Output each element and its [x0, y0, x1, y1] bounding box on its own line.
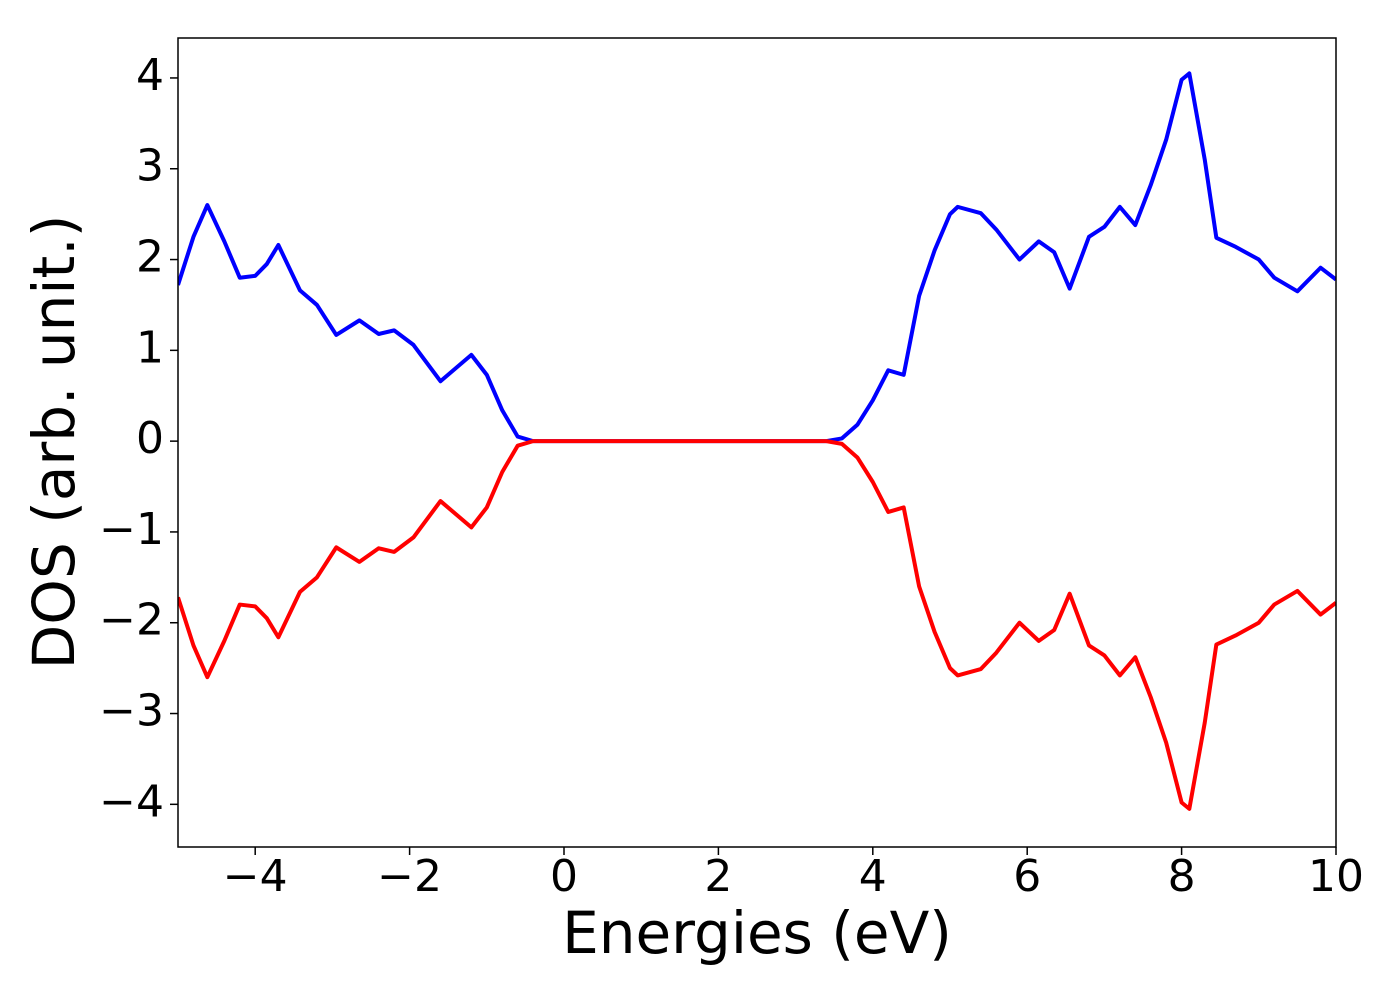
x-tick-label: 6 [1013, 851, 1041, 902]
y-axis-label: DOS (arb. unit.) [20, 215, 88, 670]
y-tick-label: −1 [99, 504, 164, 555]
y-tick-label: 2 [136, 232, 164, 283]
y-tick-label: 3 [136, 141, 164, 192]
line-series [178, 71, 1336, 444]
y-tick-label: −4 [99, 776, 164, 827]
x-tick-label: 8 [1168, 851, 1196, 902]
y-tick-label: 0 [136, 413, 164, 464]
x-tick-label: 4 [859, 851, 887, 902]
y-tick-label: −3 [99, 686, 164, 737]
y-tick-label: −2 [99, 595, 164, 646]
x-tick-label: 10 [1308, 851, 1364, 902]
x-tick-label: −4 [223, 851, 288, 902]
plot-frame [177, 37, 1337, 848]
x-axis-label: Energies (eV) [562, 899, 952, 967]
x-tick-label: 0 [550, 851, 578, 902]
line-series [178, 439, 1336, 811]
x-tick-label: 2 [704, 851, 732, 902]
x-tick-label: −2 [377, 851, 442, 902]
y-tick-label: 4 [136, 50, 164, 101]
y-tick-label: 1 [136, 322, 164, 373]
